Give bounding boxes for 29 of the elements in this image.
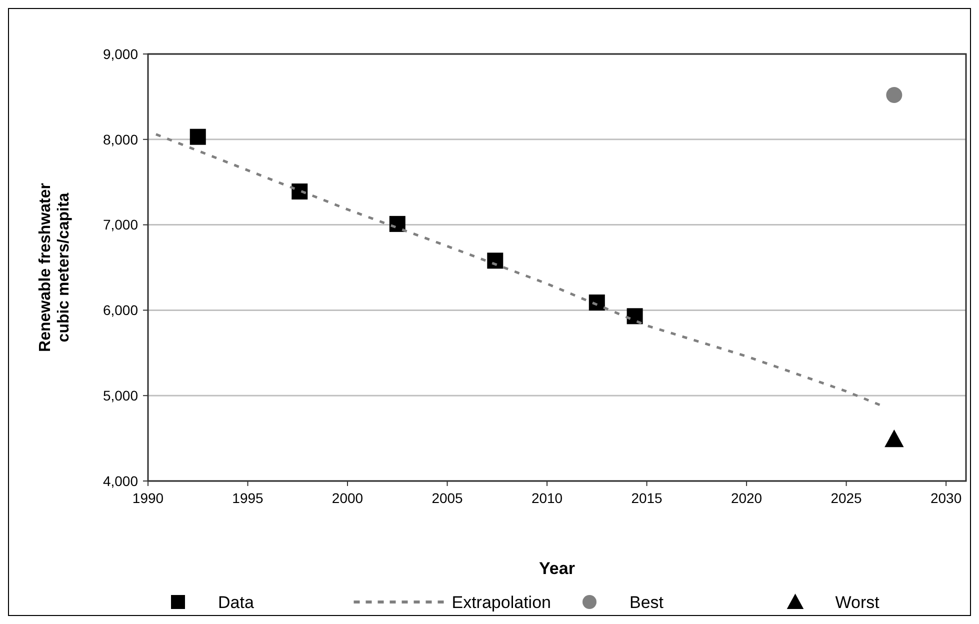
point: [884, 430, 904, 448]
y-axis-title: Renewable freshwater cubic meters/capita: [37, 183, 72, 352]
x-tick-label: 2010: [531, 490, 563, 506]
y-tick-label: 8,000: [102, 131, 138, 148]
x-tick-label: 2030: [930, 490, 962, 506]
legend-label: Data: [218, 592, 254, 612]
y-tick-label: 5,000: [102, 388, 138, 404]
point: [487, 252, 504, 269]
x-tick-label: 2015: [631, 490, 663, 506]
x-tick-label: 2000: [332, 490, 364, 506]
point: [588, 294, 605, 311]
x-tick-label: 1995: [232, 490, 264, 506]
x-tick-label: 2020: [730, 490, 762, 506]
x-tick-label: 2005: [432, 490, 464, 506]
legend-label: Worst: [835, 592, 880, 612]
legend-label: Best: [630, 592, 664, 612]
x-axis-title: Year: [539, 559, 576, 578]
x-tick-label: 1990: [132, 490, 164, 506]
y-tick-label: 6,000: [102, 302, 138, 318]
point: [292, 183, 308, 200]
legend-label: Extrapolation: [452, 592, 551, 612]
x-tick-label: 2025: [830, 490, 862, 506]
y-tick-label: 9,000: [102, 46, 138, 62]
y-tick-label: 4,000: [102, 472, 138, 489]
point: [389, 216, 406, 232]
point: [190, 128, 206, 145]
point: [886, 86, 902, 103]
point: [626, 308, 643, 324]
y-tick-label: 7,000: [102, 216, 138, 233]
